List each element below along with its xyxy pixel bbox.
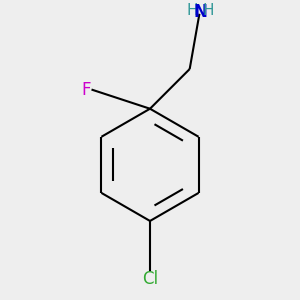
Text: Cl: Cl — [142, 269, 158, 287]
Text: F: F — [82, 80, 91, 98]
Text: H: H — [187, 3, 198, 18]
Text: H: H — [202, 3, 214, 18]
Text: N: N — [193, 3, 207, 21]
